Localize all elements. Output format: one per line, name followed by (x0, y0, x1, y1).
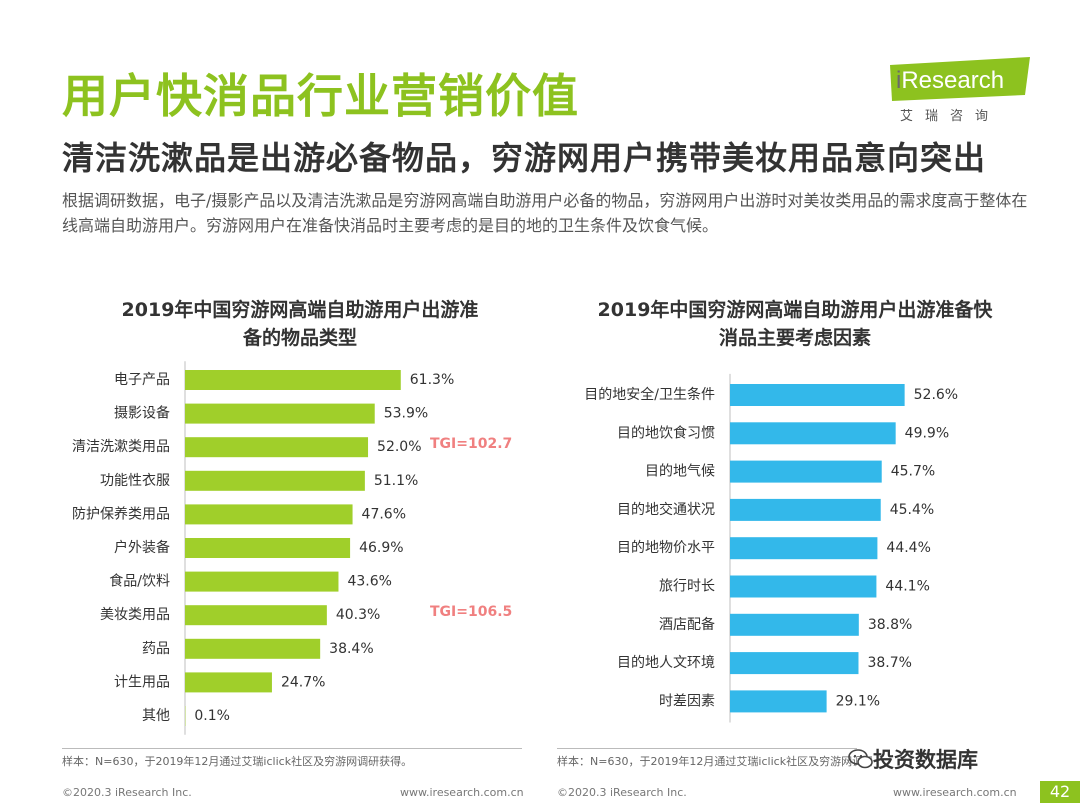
chart1-value-label: 53.9% (384, 406, 428, 422)
chart2-category-label: 旅行时长 (659, 579, 715, 595)
chart1-category-label: 药品 (142, 641, 170, 657)
chart2-title: 2019年中国穷游网高端自助游用户出游准备快 消品主要考虑因素 (565, 296, 1025, 352)
chart1-value-label: 51.1% (374, 473, 418, 489)
chart1-bar (185, 437, 369, 458)
chart2-category-label: 目的地人文环境 (617, 655, 715, 671)
chart1-category-label: 清洁洗漱类用品 (72, 439, 170, 455)
page-title: 用户快消品行业营销价值 (62, 69, 579, 123)
chart2-value-label: 29.1% (836, 693, 880, 709)
logo-banner-shape (890, 57, 1030, 101)
chart1-category-label: 户外装备 (114, 539, 170, 556)
chart1-category-label: 防护保养类用品 (72, 506, 170, 522)
chart2-value-label: 45.4% (890, 502, 934, 518)
chart2-bar (730, 537, 878, 560)
chart2-value-label: 49.9% (905, 425, 949, 441)
chart2-category-label: 目的地饮食习惯 (617, 424, 715, 441)
chart1-value-label: 61.3% (410, 372, 454, 388)
footer-divider-left (62, 748, 522, 749)
chart1-category-label: 食品/饮料 (109, 573, 170, 590)
chart2-value-label: 44.1% (885, 579, 929, 595)
chart2-bar (730, 690, 827, 713)
chart2-note: 样本：N=630，于2019年12月通过艾瑞iclick社区及穷游网调研获得。 (557, 755, 872, 768)
chart2-value-label: 38.7% (867, 655, 911, 671)
chart1-value-label: 43.6% (347, 574, 391, 590)
chart1-value-label: 52.0% (377, 439, 421, 455)
chart1-value-label: 38.4% (329, 641, 373, 657)
chart2-category-label: 目的地物价水平 (617, 540, 715, 556)
chart1-category-label: 摄影设备 (114, 405, 170, 422)
chart1-value-label: 0.1% (194, 708, 230, 724)
chart2-value-label: 52.6% (914, 387, 958, 403)
chart2-title-line2: 消品主要考虑因素 (718, 327, 871, 349)
chart2-category-label: 酒店配备 (659, 616, 715, 633)
chart1-bar (185, 605, 327, 626)
chart1-value-label: 46.9% (359, 540, 403, 556)
wechat-icon (848, 749, 873, 769)
chart2-category-label: 目的地气候 (645, 464, 715, 480)
logo-chinese: 艾瑞咨询 (900, 109, 1001, 124)
logo-brand-i: i (896, 67, 902, 94)
chart1-category-label: 其他 (142, 708, 170, 724)
chart1-tgi-annotation: TGI=102.7 (430, 436, 512, 452)
chart2-category-label: 目的地交通状况 (617, 501, 715, 518)
chart1-bar (185, 538, 351, 558)
chart2-bar (730, 652, 859, 675)
chart2-category-label: 目的地安全/卫生条件 (584, 386, 715, 403)
chart1-value-label: 40.3% (336, 607, 380, 623)
logo-brand: iResearch (896, 67, 1004, 95)
watermark-text: 投资数据库 (873, 748, 978, 772)
chart1-category-label: 美妆类用品 (100, 607, 170, 623)
chart1-bar (185, 504, 353, 525)
logo-brand-rest: Research (901, 67, 1005, 94)
copyright-right: ©2020.3 iResearch Inc. (557, 786, 687, 799)
chart2-title-line1: 2019年中国穷游网高端自助游用户出游准备快 (597, 299, 993, 321)
page-description: 根据调研数据，电子/摄影产品以及清洁洗漱品是穷游网高端自助游用户必备的物品，穷游… (62, 191, 1028, 235)
chart1-category-label: 功能性衣服 (100, 473, 170, 489)
chart1-note: 样本：N=630，于2019年12月通过艾瑞iclick社区及穷游网调研获得。 (62, 755, 413, 768)
chart1-bar (185, 672, 272, 693)
chart1-bar (185, 571, 339, 592)
chart2-value-label: 45.7% (891, 464, 935, 480)
chart1-bar (185, 403, 375, 424)
chart1-title-line2: 备的物品类型 (242, 327, 357, 349)
page-subtitle: 清洁洗漱品是出游必备物品，穷游网用户携带美妆用品意向突出 (62, 139, 987, 177)
chart2-value-label: 38.8% (868, 617, 912, 633)
copyright-left: ©2020.3 iResearch Inc. (62, 786, 192, 799)
chart1-category-label: 计生用品 (114, 674, 170, 690)
chart1-bar (185, 370, 401, 390)
chart1-title-line1: 2019年中国穷游网高端自助游用户出游准 (121, 299, 479, 321)
footer-divider-right (557, 748, 857, 749)
site-link-right[interactable]: www.iresearch.com.cn (893, 786, 1017, 799)
chart1-tgi-annotation: TGI=106.5 (430, 604, 512, 620)
chart1-title: 2019年中国穷游网高端自助游用户出游准 备的物品类型 (90, 296, 510, 352)
chart2-category-label: 时差因素 (659, 693, 715, 709)
chart1-category-label: 电子产品 (114, 372, 170, 388)
iresearch-logo: iResearch 艾瑞咨询 (880, 55, 1040, 125)
chart2-bar (730, 384, 905, 406)
chart1-bar (185, 470, 365, 491)
chart2-value-label: 44.4% (886, 540, 930, 556)
chart2-bar (730, 460, 882, 483)
chart2-bar (730, 422, 896, 445)
chart2-bar (730, 613, 859, 636)
chart1-bar (185, 638, 321, 659)
chart1-value-label: 47.6% (362, 506, 406, 522)
chart2-bar (730, 575, 877, 598)
site-link-left[interactable]: www.iresearch.com.cn (400, 786, 524, 799)
chart1-value-label: 24.7% (281, 674, 325, 690)
page-number: 42 (1040, 781, 1080, 803)
chart2-bar (730, 498, 881, 521)
